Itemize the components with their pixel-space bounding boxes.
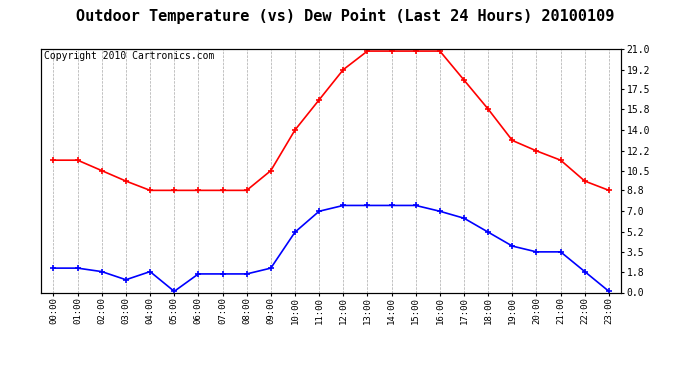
- Text: Copyright 2010 Cartronics.com: Copyright 2010 Cartronics.com: [44, 51, 215, 61]
- Text: Outdoor Temperature (vs) Dew Point (Last 24 Hours) 20100109: Outdoor Temperature (vs) Dew Point (Last…: [76, 8, 614, 24]
